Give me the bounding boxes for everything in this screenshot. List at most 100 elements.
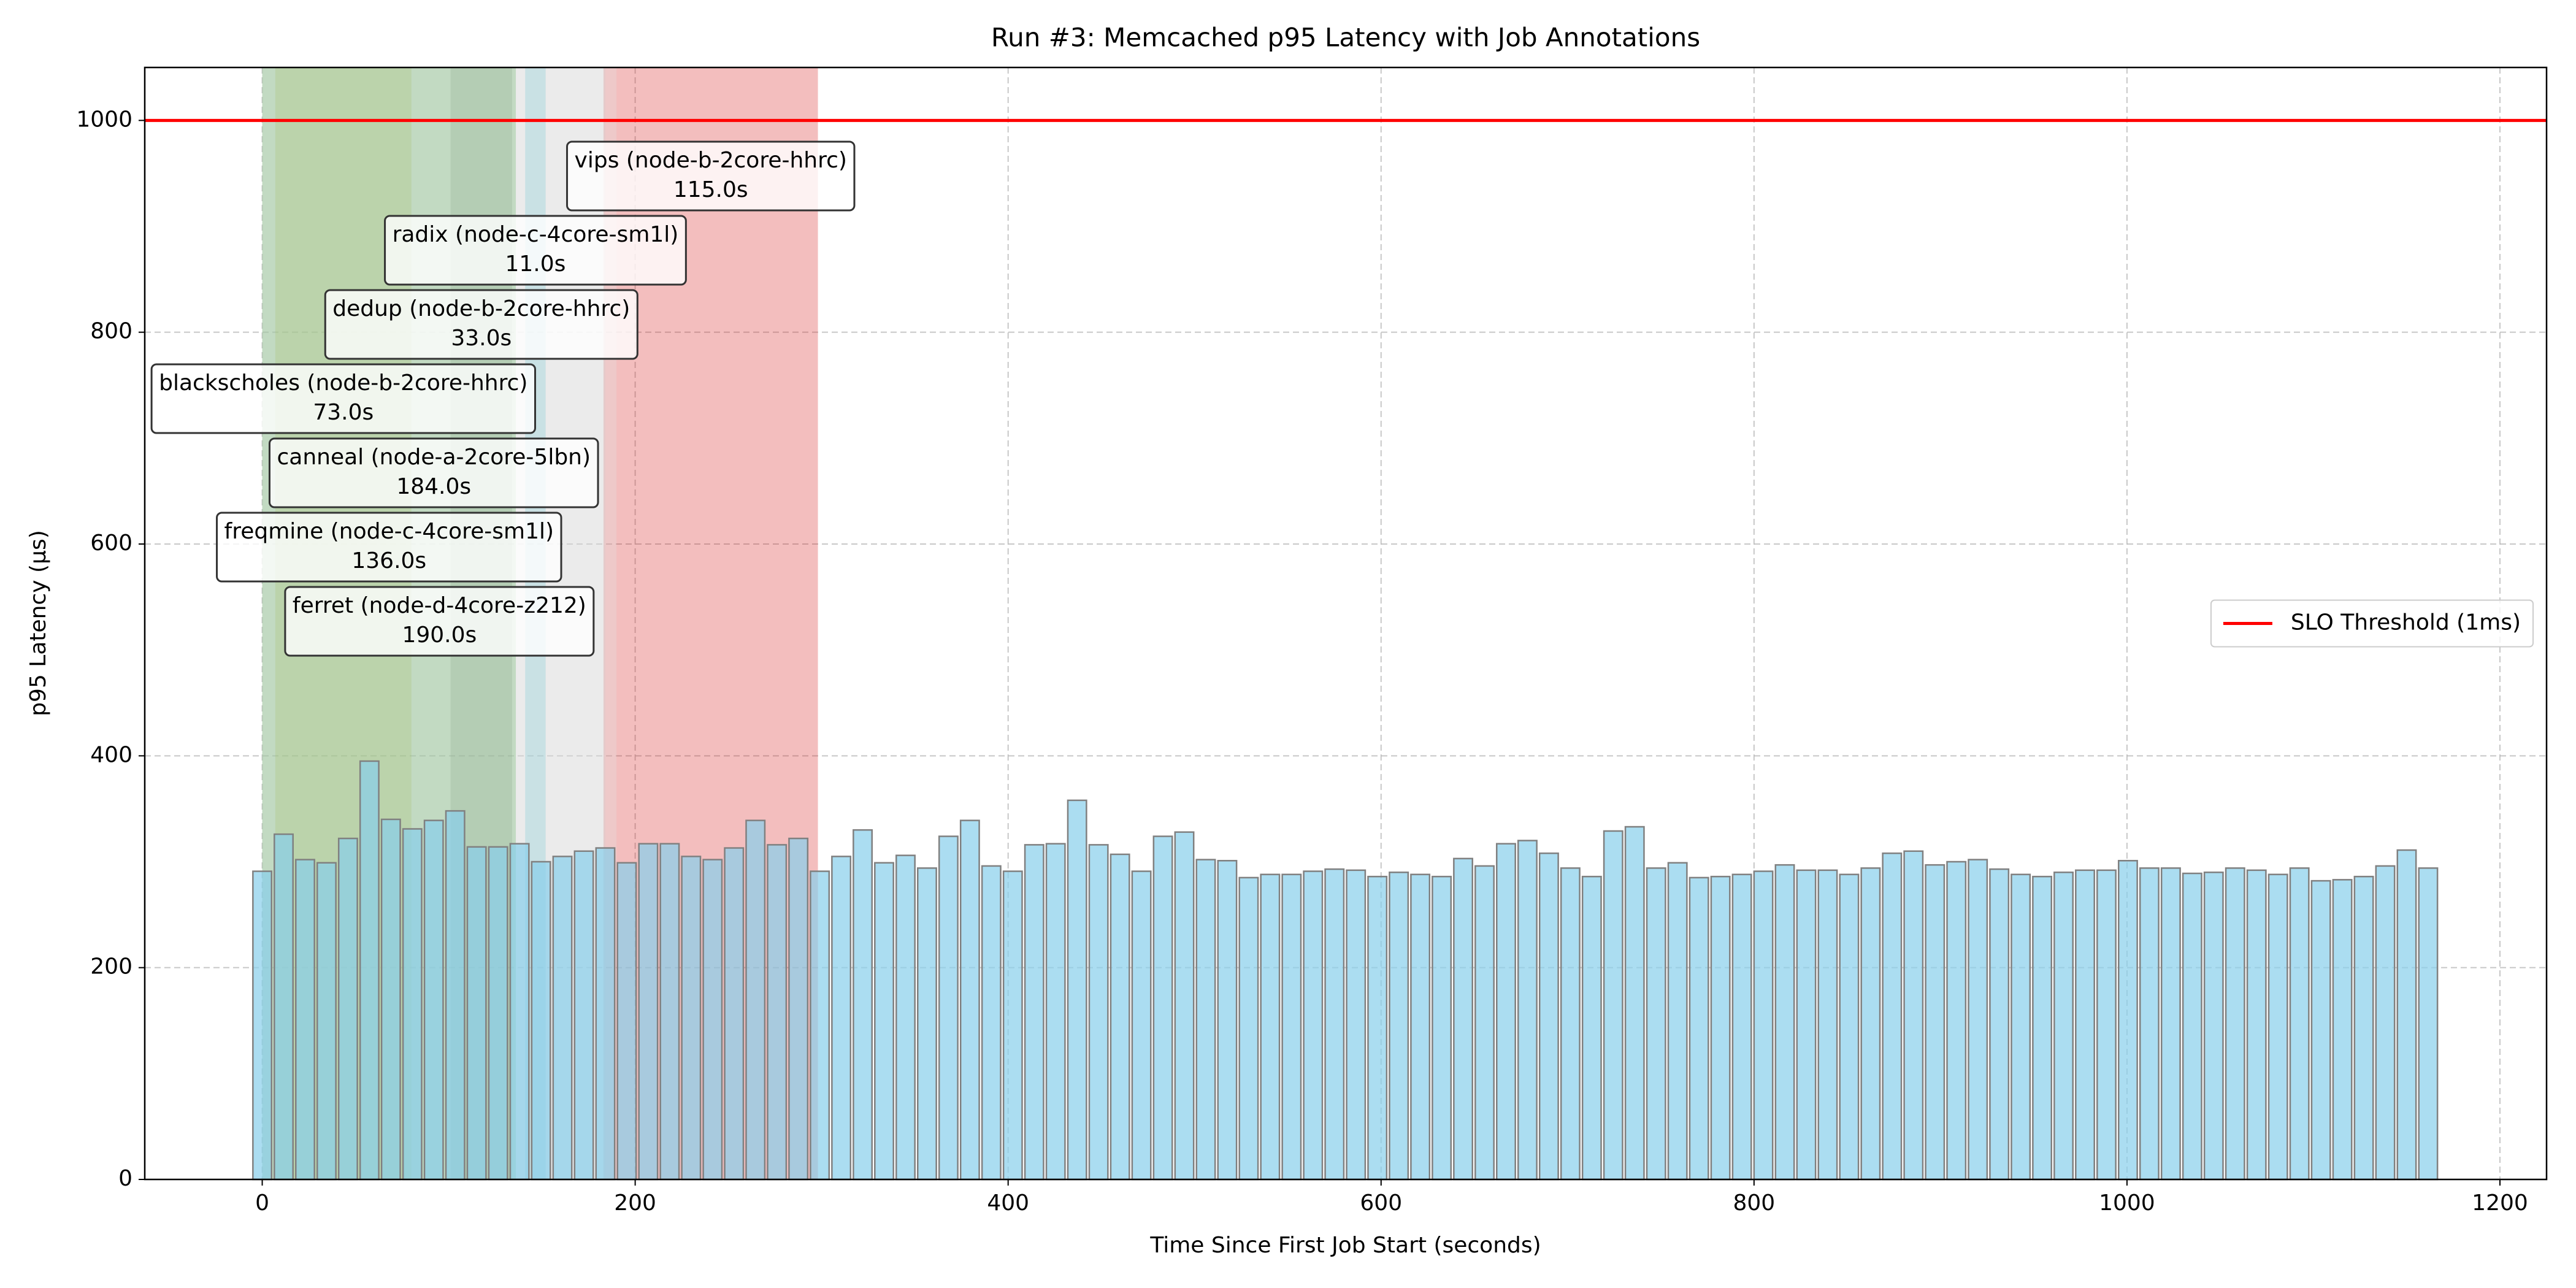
annotation-label: blackscholes (node-b-2core-hhrc)	[159, 370, 527, 396]
bar	[2053, 872, 2074, 1181]
bar	[1067, 799, 1087, 1181]
bar	[1753, 870, 1774, 1181]
bar	[359, 760, 380, 1181]
annotation-box	[216, 512, 562, 583]
bar	[552, 856, 573, 1181]
annotation-duration: 33.0s	[451, 326, 512, 351]
bar	[402, 828, 423, 1181]
legend-box	[2210, 599, 2534, 648]
plot-frame	[144, 66, 2548, 1181]
bar	[1281, 873, 1302, 1181]
bar	[1882, 852, 1903, 1181]
bar	[1002, 870, 1023, 1181]
bar	[1045, 843, 1066, 1181]
bar	[981, 865, 1002, 1181]
bar	[916, 867, 937, 1181]
bar	[788, 837, 809, 1181]
x-tick-label: 0	[255, 1190, 269, 1216]
bar	[295, 859, 315, 1181]
bar	[1131, 870, 1152, 1181]
annotation-duration: 115.0s	[673, 177, 748, 202]
bar	[2011, 873, 2031, 1181]
bar	[1410, 873, 1431, 1181]
y-axis-label: p95 Latency (μs)	[26, 530, 51, 716]
chart-title: Run #3: Memcached p95 Latency with Job A…	[991, 23, 1700, 53]
bar	[659, 843, 680, 1181]
bar	[1989, 868, 2010, 1181]
bar	[681, 856, 702, 1181]
bar	[938, 835, 959, 1181]
bar	[1367, 875, 1388, 1181]
bar	[1646, 867, 1666, 1181]
bar	[2203, 872, 2224, 1181]
bar	[1496, 843, 1516, 1181]
bar	[1538, 852, 1559, 1181]
bar	[767, 844, 788, 1181]
annotation-label: radix (node-c-4core-sm1l)	[393, 222, 679, 247]
bar	[1324, 868, 1345, 1181]
job-annotation: canneal (node-a-2core-5lbn) 184.0s	[268, 437, 599, 508]
annotation-duration: 136.0s	[351, 548, 426, 573]
bar	[1453, 857, 1473, 1181]
bar	[1903, 850, 1924, 1181]
x-tick-label: 1000	[2099, 1190, 2155, 1216]
y-tick-label: 800	[90, 319, 132, 344]
y-tick-label: 0	[118, 1166, 132, 1191]
bar	[1624, 826, 1645, 1181]
y-tick-label: 1000	[76, 107, 132, 132]
bar	[2096, 869, 2117, 1181]
bar	[1839, 873, 1860, 1181]
y-tick-label: 600	[90, 531, 132, 556]
x-tick-label: 200	[614, 1190, 656, 1216]
bar	[1174, 831, 1195, 1181]
overlay: vips (node-b-2core-hhrc) 115.0s radix (nod…	[144, 66, 2548, 1181]
bar	[853, 829, 873, 1181]
bar	[1432, 875, 1452, 1181]
bar	[1603, 830, 1623, 1181]
bar	[1860, 867, 1881, 1181]
bar	[488, 846, 508, 1181]
bar	[1731, 873, 1752, 1181]
legend: SLO Threshold (1ms)	[2210, 599, 2534, 648]
bar	[1088, 844, 1109, 1181]
bar	[2117, 860, 2138, 1181]
x-tick-label: 400	[987, 1190, 1029, 1216]
bar	[1217, 860, 1238, 1181]
annotation-duration: 190.0s	[402, 623, 477, 648]
job-annotation: ferret (node-d-4core-z212) 190.0s	[284, 586, 595, 657]
bar	[573, 850, 594, 1181]
bar	[423, 819, 444, 1181]
x-tick-label: 1200	[2472, 1190, 2528, 1216]
bar	[274, 833, 294, 1181]
job-annotation: vips (node-b-2core-hhrc) 115.0s	[566, 140, 856, 212]
bar	[337, 837, 358, 1181]
bar	[1667, 862, 1688, 1181]
bar	[2182, 872, 2202, 1181]
bar	[2289, 867, 2310, 1181]
bar	[2353, 875, 2374, 1181]
bar	[745, 819, 766, 1181]
bar	[595, 847, 616, 1181]
bar	[316, 862, 337, 1181]
y-tick-label: 200	[90, 954, 132, 979]
bar	[874, 862, 894, 1181]
job-annotation: radix (node-c-4core-sm1l) 11.0s	[384, 215, 687, 286]
annotation-duration: 184.0s	[396, 474, 471, 499]
bar	[1110, 853, 1130, 1181]
bar	[638, 843, 659, 1181]
bar	[2246, 869, 2267, 1181]
annotation-duration: 11.0s	[505, 251, 565, 277]
annotation-duration: 73.0s	[313, 400, 374, 425]
legend-label: SLO Threshold (1ms)	[2291, 610, 2521, 635]
x-axis-label: Time Since First Job Start (seconds)	[1149, 1233, 1541, 1258]
x-tick-label: 600	[1360, 1190, 1402, 1216]
bar	[1968, 859, 1988, 1181]
bar	[2396, 849, 2417, 1181]
bar	[2310, 880, 2331, 1181]
bar	[1024, 844, 1045, 1181]
bar	[831, 856, 852, 1181]
bar	[810, 870, 830, 1181]
bar	[2375, 865, 2396, 1181]
bar	[2139, 867, 2160, 1181]
